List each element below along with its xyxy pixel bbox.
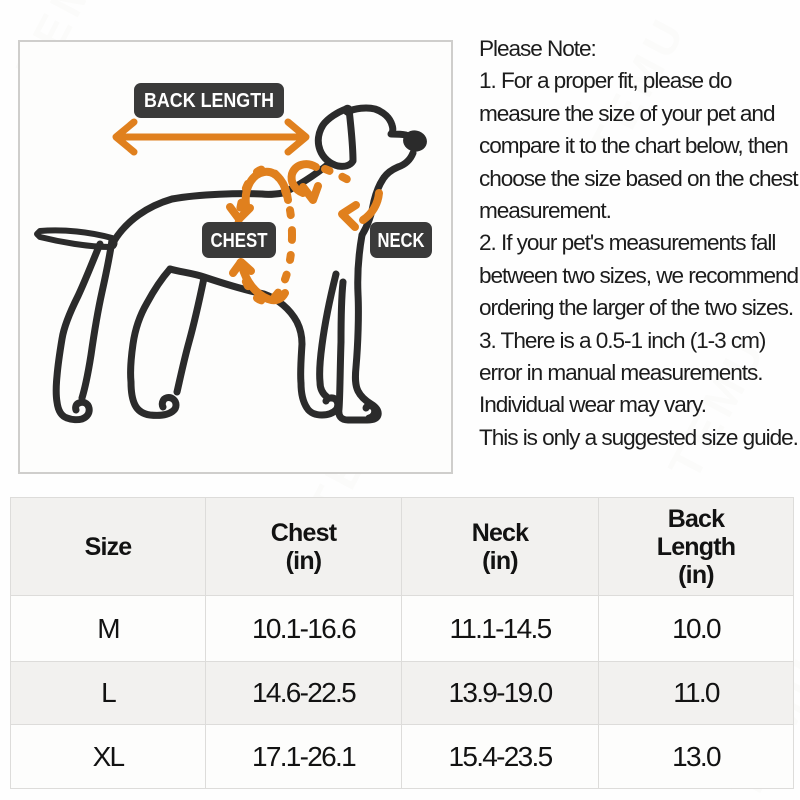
svg-text:BACK LENGTH: BACK LENGTH: [144, 90, 274, 112]
svg-text:NECK: NECK: [378, 230, 425, 252]
svg-text:CHEST: CHEST: [211, 230, 268, 252]
